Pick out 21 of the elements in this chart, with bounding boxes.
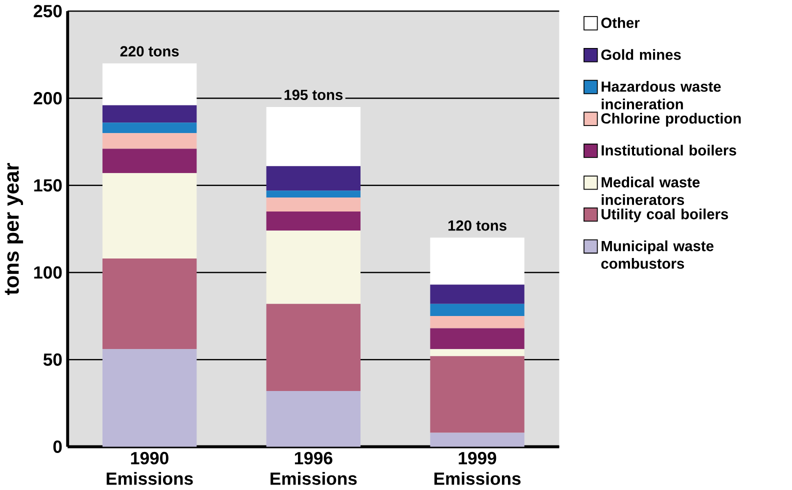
- y-tick-label: 150: [34, 179, 62, 192]
- y-tick-label: 200: [34, 92, 62, 105]
- legend-label: Other: [601, 17, 640, 28]
- legend-label: Chlorine production: [601, 113, 741, 127]
- total-label: 120 tons: [448, 220, 506, 231]
- legend-label: Municipal waste combustors: [601, 240, 714, 269]
- y-tick-label: 0: [53, 440, 62, 454]
- y-tick-label: 250: [34, 4, 62, 18]
- legend-label: Utility coal boilers: [602, 208, 728, 222]
- x-tick-label: 1996 Emissions: [270, 452, 357, 485]
- y-axis-title: tons per year: [4, 163, 24, 296]
- total-label: 220 tons: [120, 46, 179, 57]
- y-tick-label: 50: [43, 353, 62, 366]
- legend-label: Institutional boilers: [602, 144, 736, 156]
- legend-label: Gold mines: [601, 49, 681, 60]
- legend-label: Hazardous waste incineration: [602, 81, 721, 110]
- legend-label: Medical waste incinerators: [602, 176, 700, 206]
- total-label: 195 tons: [284, 90, 343, 100]
- x-tick-label: 1999 Emissions: [434, 452, 521, 485]
- x-tick-label: 1990 Emissions: [106, 452, 193, 485]
- y-tick-label: 100: [34, 266, 62, 279]
